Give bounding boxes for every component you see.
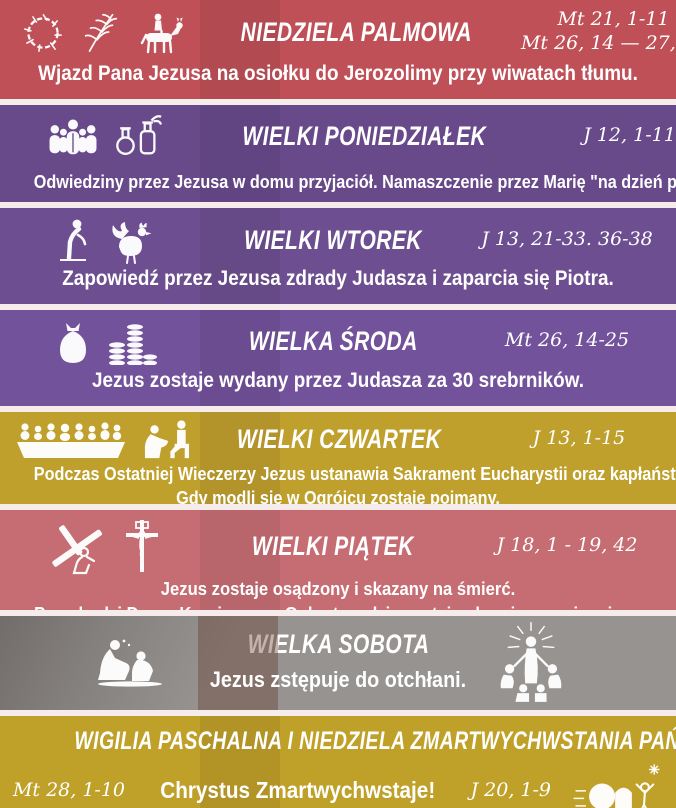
donkey-with-rider-icon <box>134 7 190 57</box>
band-title: NIEDZIELA PALMOWA <box>240 16 472 47</box>
descent-into-hell-icon <box>496 622 566 704</box>
band-title: WIELKI PIĄTEK <box>252 530 414 561</box>
scripture-refs: J 13, 21-33. 36-38 <box>481 228 653 252</box>
scripture-refs: Mt 26, 14-25 <box>505 329 629 353</box>
band-description-line: Podczas Ostatniej Wieczerzy Jezus ustana… <box>33 464 676 484</box>
band-holy-wednesday: WIELKA ŚRODA Mt 26, 14-25 Jezus zostaje … <box>0 310 676 406</box>
band-description: Wjazd Pana Jezusa na osiołku do Jerozoli… <box>38 61 638 85</box>
band-description: Zapowiedź przez Jezusa zdrady Judasza i … <box>62 267 614 290</box>
band-title: WIELKA ŚRODA <box>248 325 418 356</box>
scripture-ref: Mt 26, 14-25 <box>504 329 630 352</box>
scripture-ref: J 13, 1-15 <box>532 427 626 450</box>
band-title: WIELKI PONIEDZIAŁEK <box>242 120 487 151</box>
band-header: WIELKA ŚRODA Mt 26, 14-25 <box>0 310 676 365</box>
band-footer-row: Mt 28, 1-10 Chrystus Zmartwychwstaje! J … <box>0 763 676 808</box>
rooster-icon <box>105 217 153 265</box>
band-description: Jezus zostaje osądzony i skazany na śmie… <box>34 577 642 610</box>
band-palm-sunday: NIEDZIELA PALMOWA Mt 21, 1-11 Mt 26, 14 … <box>0 0 676 99</box>
scripture-ref: Mt 26, 14 — 27, 66 <box>520 32 676 54</box>
anointing-oil-vessels-icon <box>112 112 164 160</box>
carrying-the-cross-icon <box>46 519 112 577</box>
lamentation-at-tomb-icon <box>92 634 168 688</box>
scripture-ref: J 12, 1-11 <box>583 124 676 147</box>
band-holy-saturday: WIELKA SOBOTA Jezus zstępuje do otchłani… <box>0 616 676 710</box>
band-title: WIELKI CZWARTEK <box>236 423 442 454</box>
band-holy-tuesday: WIELKI WTOREK J 13, 21-33. 36-38 Zapowie… <box>0 208 676 304</box>
band-title: WIELKI WTOREK <box>244 224 422 255</box>
band-holy-thursday: WIELKI CZWARTEK J 13, 1-15 Podczas Ostat… <box>0 412 676 504</box>
band-description: Chrystus Zmartwychwstaje! <box>160 776 436 803</box>
scripture-refs: J 18, 1 - 19, 42 <box>497 534 638 558</box>
bowed-man-icon <box>55 215 95 265</box>
band-header: NIEDZIELA PALMOWA Mt 21, 1-11 Mt 26, 14 … <box>0 0 676 57</box>
scripture-ref: J 20, 1-9 <box>470 779 552 801</box>
scripture-ref: Mt 21, 1-11 <box>557 8 670 31</box>
band-description: Jezus zostaje wydany przez Judasza za 30… <box>92 368 584 392</box>
last-supper-icon <box>13 418 129 462</box>
band-header: WIELKI PIĄTEK J 18, 1 - 19, 42 <box>0 510 676 577</box>
band-header: WIELKI PONIEDZIAŁEK J 12, 1-11 <box>0 105 676 160</box>
band-header: WIELKI WTOREK J 13, 21-33. 36-38 <box>0 208 676 265</box>
scripture-ref: J 13, 21-33. 36-38 <box>481 228 653 251</box>
band-description-line: Przechodzi Drogę Krzyżową na Golgotę, gd… <box>34 602 642 610</box>
band-header: WIELKI CZWARTEK J 13, 1-15 <box>0 412 676 462</box>
silver-coins-icon <box>105 317 157 365</box>
band-description: Odwiedziny przez Jezusa w domu przyjació… <box>33 171 676 192</box>
band-title: WIGILIA PASCHALNA I NIEDZIELA ZMARTWYCHW… <box>74 727 676 755</box>
crucifix-icon <box>122 515 162 577</box>
foot-washing-icon <box>139 416 195 462</box>
money-bag-icon <box>51 317 95 365</box>
group-of-friends-icon <box>44 114 102 160</box>
empty-tomb-with-risen-christ-icon <box>571 763 663 808</box>
scripture-refs: J 13, 1-15 <box>533 427 626 451</box>
scripture-ref: Mt 28, 1-10 <box>12 779 126 801</box>
palm-branch-icon <box>78 7 124 57</box>
band-description: Jezus zstępuje do otchłani. <box>209 667 467 692</box>
band-easter-vigil: WIGILIA PASCHALNA I NIEDZIELA ZMARTWYCHW… <box>0 716 676 808</box>
band-title: WIELKA SOBOTA <box>247 629 429 659</box>
scripture-refs: Mt 21, 1-11 Mt 26, 14 — 27, 66 <box>521 8 676 56</box>
scripture-refs: J 12, 1-11 <box>583 124 676 148</box>
band-description: Podczas Ostatniej Wieczerzy Jezus ustana… <box>33 462 676 504</box>
band-description-line: Gdy modli się w Ogrójcu zostaje pojmany. <box>176 488 500 504</box>
band-holy-monday: WIELKI PONIEDZIAŁEK J 12, 1-11 Odwiedzin… <box>0 105 676 202</box>
crown-of-thorns-icon <box>18 7 68 57</box>
band-good-friday: WIELKI PIĄTEK J 18, 1 - 19, 42 Jezus zos… <box>0 510 676 610</box>
scripture-ref: J 18, 1 - 19, 42 <box>496 534 638 557</box>
band-description-line: Jezus zostaje osądzony i skazany na śmie… <box>160 578 516 599</box>
